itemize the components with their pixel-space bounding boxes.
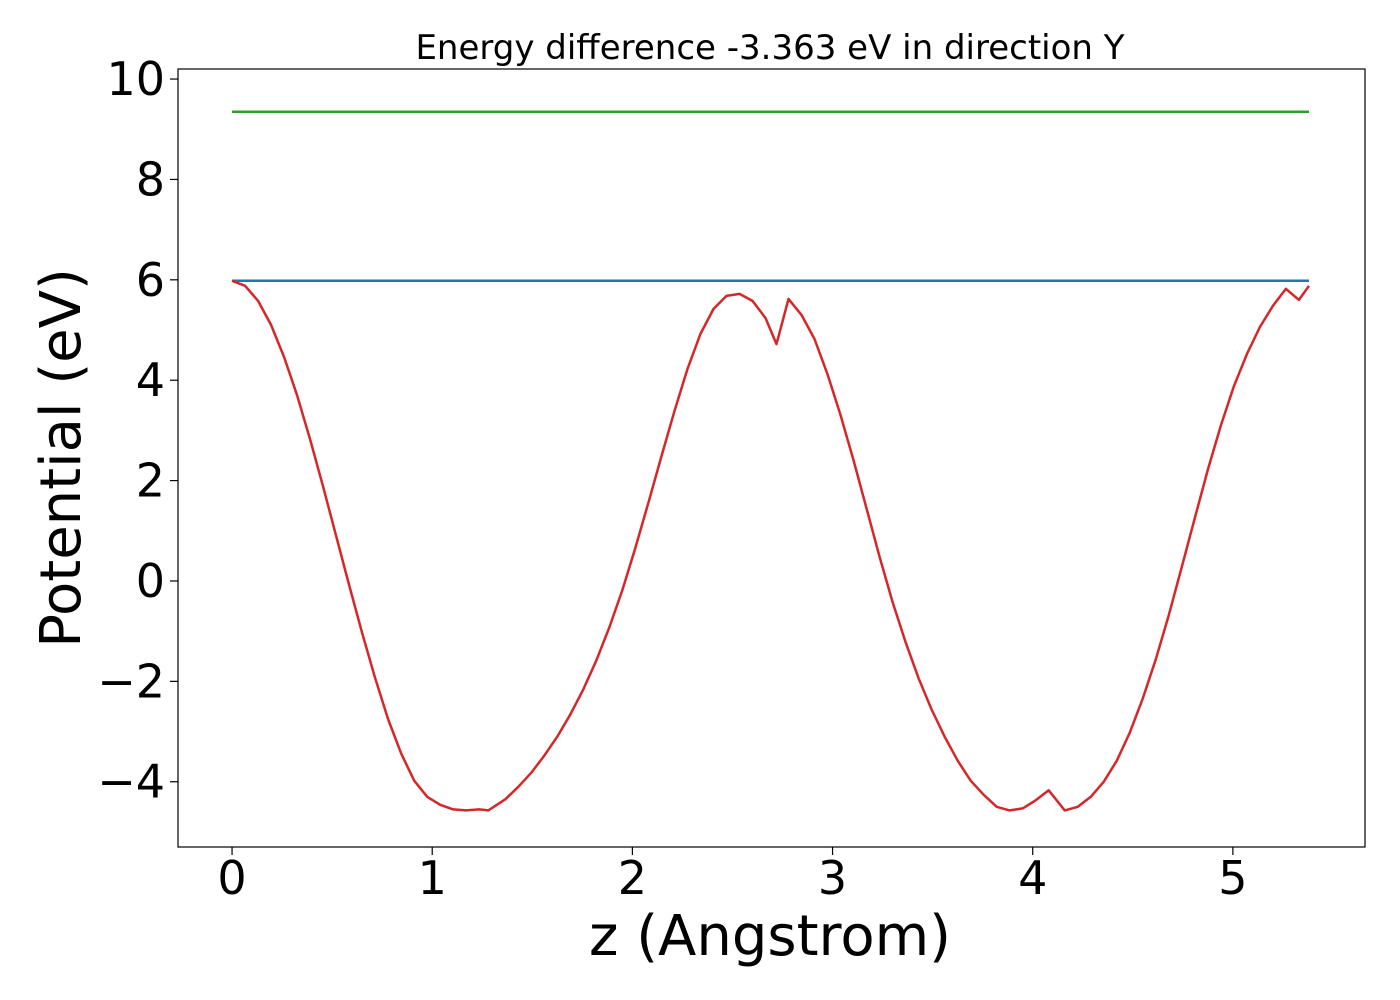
y-tick-label: −2 xyxy=(97,654,165,708)
chart-title: Energy difference -3.363 eV in direction… xyxy=(415,28,1124,68)
y-tick-label: 0 xyxy=(136,554,165,608)
x-tick-label: 4 xyxy=(1018,851,1047,905)
y-tick-label: 6 xyxy=(136,253,165,307)
y-tick-label: 2 xyxy=(136,454,165,508)
x-tick-label: 2 xyxy=(618,851,647,905)
y-tick-label: 8 xyxy=(136,152,165,206)
y-axis: −4 −2 0 2 4 6 8 10 xyxy=(97,52,178,809)
x-axis: 0 1 2 3 4 5 xyxy=(217,847,1248,905)
plot-frame xyxy=(177,68,1366,848)
y-tick-label: 4 xyxy=(136,353,165,407)
x-tick-label: 3 xyxy=(818,851,847,905)
series-line-2 xyxy=(231,279,1311,812)
plot-lines xyxy=(231,110,1311,812)
x-tick-label: 5 xyxy=(1218,851,1247,905)
x-axis-label: z (Angstrom) xyxy=(589,904,951,969)
y-axis-label: Potential (eV) xyxy=(29,268,94,648)
y-tick-label: 10 xyxy=(106,52,165,106)
y-tick-label: −4 xyxy=(97,755,165,809)
x-tick-label: 1 xyxy=(418,851,447,905)
x-tick-label: 0 xyxy=(217,851,246,905)
